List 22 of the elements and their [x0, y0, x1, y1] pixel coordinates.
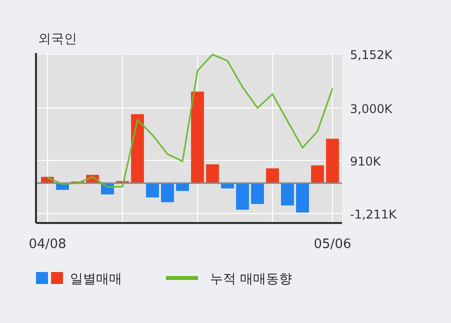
x-tick-label: 04/08: [28, 237, 66, 252]
legend-label: 일별매매: [70, 272, 122, 287]
bar: [251, 183, 264, 204]
bar: [266, 168, 279, 184]
bar: [131, 114, 144, 184]
bar: [146, 183, 159, 198]
bar: [236, 183, 249, 210]
bar: [281, 183, 294, 206]
bar: [176, 183, 189, 191]
bar: [191, 92, 204, 184]
y-tick-label: -1,211K: [350, 207, 398, 222]
bar: [311, 165, 324, 184]
legend-label: 누적 매매동향: [210, 272, 292, 287]
bar: [161, 183, 174, 202]
y-tick-label: 3,000K: [350, 102, 394, 116]
x-tick-label: 05/06: [314, 237, 352, 252]
y-tick-label: 5,152K: [350, 48, 394, 62]
y-tick-label: 910K: [350, 154, 382, 168]
chart-title: 외국인: [38, 32, 77, 47]
bar: [206, 164, 219, 184]
bar: [326, 138, 339, 184]
bar: [296, 183, 309, 212]
